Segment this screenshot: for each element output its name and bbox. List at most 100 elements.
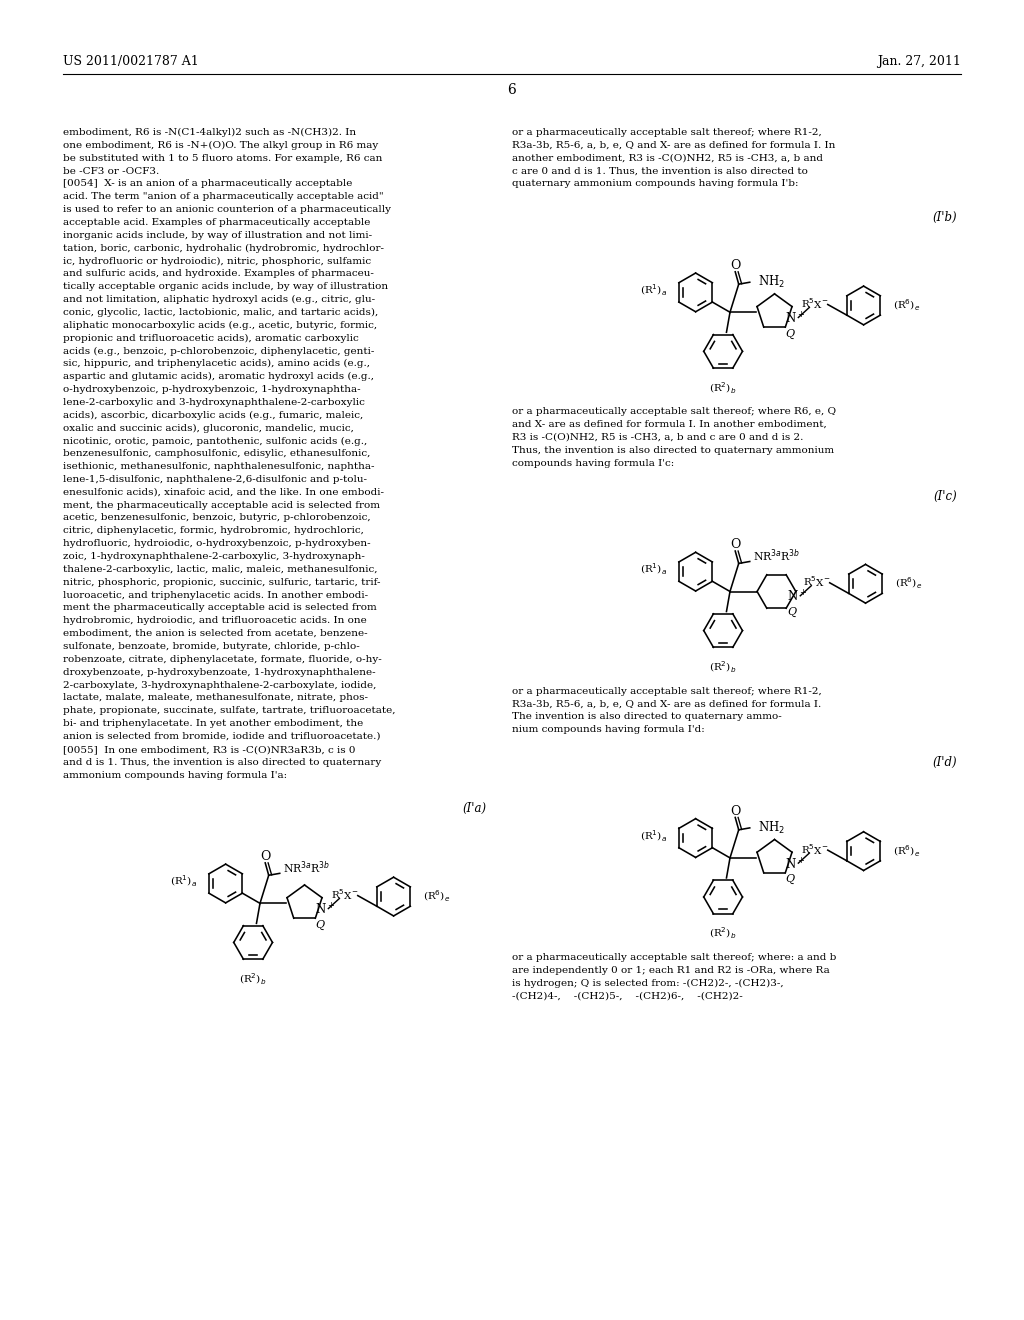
- Text: O: O: [730, 539, 740, 552]
- Text: acceptable acid. Examples of pharmaceutically acceptable: acceptable acid. Examples of pharmaceuti…: [63, 218, 371, 227]
- Text: and d is 1. Thus, the invention is also directed to quaternary: and d is 1. Thus, the invention is also …: [63, 758, 381, 767]
- Text: nicotinic, orotic, pamoic, pantothenic, sulfonic acids (e.g.,: nicotinic, orotic, pamoic, pantothenic, …: [63, 437, 368, 446]
- Text: droxybenzoate, p-hydroxybenzoate, 1-hydroxynaphthalene-: droxybenzoate, p-hydroxybenzoate, 1-hydr…: [63, 668, 376, 677]
- Text: lene-2-carboxylic and 3-hydroxynaphthalene-2-carboxylic: lene-2-carboxylic and 3-hydroxynaphthale…: [63, 397, 365, 407]
- Text: sulfonate, benzoate, bromide, butyrate, chloride, p-chlo-: sulfonate, benzoate, bromide, butyrate, …: [63, 642, 359, 651]
- Text: citric, diphenylacetic, formic, hydrobromic, hydrochloric,: citric, diphenylacetic, formic, hydrobro…: [63, 527, 364, 536]
- Text: tically acceptable organic acids include, by way of illustration: tically acceptable organic acids include…: [63, 282, 388, 292]
- Text: N$^+$: N$^+$: [786, 590, 807, 605]
- Text: compounds having formula I'c:: compounds having formula I'c:: [512, 458, 674, 467]
- Text: X$^-$: X$^-$: [815, 577, 831, 589]
- Text: (R$^6$)$_e$: (R$^6$)$_e$: [423, 888, 450, 904]
- Text: X$^-$: X$^-$: [343, 890, 359, 902]
- Text: O: O: [730, 805, 740, 817]
- Text: and not limitation, aliphatic hydroxyl acids (e.g., citric, glu-: and not limitation, aliphatic hydroxyl a…: [63, 296, 375, 304]
- Text: Thus, the invention is also directed to quaternary ammonium: Thus, the invention is also directed to …: [512, 446, 835, 455]
- Text: acid. The term "anion of a pharmaceutically acceptable acid": acid. The term "anion of a pharmaceutica…: [63, 193, 384, 201]
- Text: another embodiment, R3 is -C(O)NH2, R5 is -CH3, a, b and: another embodiment, R3 is -C(O)NH2, R5 i…: [512, 153, 823, 162]
- Text: O: O: [260, 850, 270, 863]
- Text: O: O: [730, 259, 740, 272]
- Text: robenzoate, citrate, diphenylacetate, formate, fluoride, o-hy-: robenzoate, citrate, diphenylacetate, fo…: [63, 655, 382, 664]
- Text: (I'c): (I'c): [933, 490, 957, 503]
- Text: nitric, phosphoric, propionic, succinic, sulfuric, tartaric, trif-: nitric, phosphoric, propionic, succinic,…: [63, 578, 381, 587]
- Text: sic, hippuric, and triphenylacetic acids), amino acids (e.g.,: sic, hippuric, and triphenylacetic acids…: [63, 359, 370, 368]
- Text: oxalic and succinic acids), glucoronic, mandelic, mucic,: oxalic and succinic acids), glucoronic, …: [63, 424, 354, 433]
- Text: NH$_2$: NH$_2$: [759, 820, 785, 836]
- Text: 2-carboxylate, 3-hydroxynaphthalene-2-carboxylate, iodide,: 2-carboxylate, 3-hydroxynaphthalene-2-ca…: [63, 681, 377, 689]
- Text: (R$^6$)$_e$: (R$^6$)$_e$: [893, 298, 920, 313]
- Text: enesulfonic acids), xinafoic acid, and the like. In one embodi-: enesulfonic acids), xinafoic acid, and t…: [63, 488, 384, 496]
- Text: N$^+$: N$^+$: [784, 857, 805, 873]
- Text: is used to refer to an anionic counterion of a pharmaceutically: is used to refer to an anionic counterio…: [63, 205, 391, 214]
- Text: (R$^6$)$_e$: (R$^6$)$_e$: [895, 576, 922, 591]
- Text: embodiment, the anion is selected from acetate, benzene-: embodiment, the anion is selected from a…: [63, 630, 368, 638]
- Text: ment the pharmaceutically acceptable acid is selected from: ment the pharmaceutically acceptable aci…: [63, 603, 377, 612]
- Text: acids), ascorbic, dicarboxylic acids (e.g., fumaric, maleic,: acids), ascorbic, dicarboxylic acids (e.…: [63, 411, 364, 420]
- Text: (I'a): (I'a): [463, 801, 487, 814]
- Text: R$^5$: R$^5$: [801, 296, 815, 310]
- Text: ment, the pharmaceutically acceptable acid is selected from: ment, the pharmaceutically acceptable ac…: [63, 500, 380, 510]
- Text: R3 is -C(O)NH2, R5 is -CH3, a, b and c are 0 and d is 2.: R3 is -C(O)NH2, R5 is -CH3, a, b and c a…: [512, 433, 804, 442]
- Text: nium compounds having formula I'd:: nium compounds having formula I'd:: [512, 725, 705, 734]
- Text: X$^-$: X$^-$: [813, 300, 829, 310]
- Text: Q: Q: [787, 607, 797, 616]
- Text: anion is selected from bromide, iodide and trifluoroacetate.): anion is selected from bromide, iodide a…: [63, 733, 381, 741]
- Text: R$^5$: R$^5$: [801, 842, 815, 855]
- Text: zoic, 1-hydroxynaphthalene-2-carboxylic, 3-hydroxynaph-: zoic, 1-hydroxynaphthalene-2-carboxylic,…: [63, 552, 365, 561]
- Text: US 2011/0021787 A1: US 2011/0021787 A1: [63, 55, 199, 69]
- Text: hydrobromic, hydroiodic, and trifluoroacetic acids. In one: hydrobromic, hydroiodic, and trifluoroac…: [63, 616, 367, 626]
- Text: or a pharmaceutically acceptable salt thereof; where: a and b: or a pharmaceutically acceptable salt th…: [512, 953, 837, 962]
- Text: be substituted with 1 to 5 fluoro atoms. For example, R6 can: be substituted with 1 to 5 fluoro atoms.…: [63, 153, 382, 162]
- Text: propionic and trifluoroacetic acids), aromatic carboxylic: propionic and trifluoroacetic acids), ar…: [63, 334, 358, 343]
- Text: tation, boric, carbonic, hydrohalic (hydrobromic, hydrochlor-: tation, boric, carbonic, hydrohalic (hyd…: [63, 244, 384, 252]
- Text: Jan. 27, 2011: Jan. 27, 2011: [878, 55, 961, 69]
- Text: or a pharmaceutically acceptable salt thereof; where R1-2,: or a pharmaceutically acceptable salt th…: [512, 686, 821, 696]
- Text: or a pharmaceutically acceptable salt thereof; where R6, e, Q: or a pharmaceutically acceptable salt th…: [512, 408, 837, 416]
- Text: inorganic acids include, by way of illustration and not limi-: inorganic acids include, by way of illus…: [63, 231, 372, 240]
- Text: acetic, benzenesulfonic, benzoic, butyric, p-chlorobenzoic,: acetic, benzenesulfonic, benzoic, butyri…: [63, 513, 371, 523]
- Text: embodiment, R6 is -N(C1-4alkyl)2 such as -N(CH3)2. In: embodiment, R6 is -N(C1-4alkyl)2 such as…: [63, 128, 356, 137]
- Text: (I'b): (I'b): [933, 211, 957, 224]
- Text: (R$^1$)$_a$: (R$^1$)$_a$: [640, 562, 667, 577]
- Text: (R$^1$)$_a$: (R$^1$)$_a$: [170, 874, 197, 890]
- Text: are independently 0 or 1; each R1 and R2 is -ORa, where Ra: are independently 0 or 1; each R1 and R2…: [512, 966, 829, 974]
- Text: Q: Q: [785, 329, 795, 339]
- Text: o-hydroxybenzoic, p-hydroxybenzoic, 1-hydroxynaphtha-: o-hydroxybenzoic, p-hydroxybenzoic, 1-hy…: [63, 385, 360, 393]
- Text: (R$^2$)$_b$: (R$^2$)$_b$: [710, 380, 736, 396]
- Text: thalene-2-carboxylic, lactic, malic, maleic, methanesulfonic,: thalene-2-carboxylic, lactic, malic, mal…: [63, 565, 378, 574]
- Text: (R$^1$)$_a$: (R$^1$)$_a$: [640, 829, 667, 843]
- Text: acids (e.g., benzoic, p-chlorobenzoic, diphenylacetic, genti-: acids (e.g., benzoic, p-chlorobenzoic, d…: [63, 346, 375, 355]
- Text: X$^-$: X$^-$: [813, 845, 829, 855]
- Text: R$^5$: R$^5$: [803, 574, 817, 589]
- Text: phate, propionate, succinate, sulfate, tartrate, trifluoroacetate,: phate, propionate, succinate, sulfate, t…: [63, 706, 395, 715]
- Text: N$^+$: N$^+$: [314, 903, 335, 917]
- Text: be -CF3 or -OCF3.: be -CF3 or -OCF3.: [63, 166, 160, 176]
- Text: Q: Q: [785, 874, 795, 884]
- Text: Q: Q: [315, 920, 325, 929]
- Text: hydrofluoric, hydroiodic, o-hydroxybenzoic, p-hydroxyben-: hydrofluoric, hydroiodic, o-hydroxybenzo…: [63, 539, 371, 548]
- Text: lactate, malate, maleate, methanesulfonate, nitrate, phos-: lactate, malate, maleate, methanesulfona…: [63, 693, 368, 702]
- Text: or a pharmaceutically acceptable salt thereof; where R1-2,: or a pharmaceutically acceptable salt th…: [512, 128, 821, 137]
- Text: quaternary ammonium compounds having formula I'b:: quaternary ammonium compounds having for…: [512, 180, 799, 189]
- Text: lene-1,5-disulfonic, naphthalene-2,6-disulfonic and p-tolu-: lene-1,5-disulfonic, naphthalene-2,6-dis…: [63, 475, 367, 484]
- Text: R3a-3b, R5-6, a, b, e, Q and X- are as defined for formula I. In: R3a-3b, R5-6, a, b, e, Q and X- are as d…: [512, 141, 836, 150]
- Text: aspartic and glutamic acids), aromatic hydroxyl acids (e.g.,: aspartic and glutamic acids), aromatic h…: [63, 372, 374, 381]
- Text: isethionic, methanesulfonic, naphthalenesulfonic, naphtha-: isethionic, methanesulfonic, naphthalene…: [63, 462, 375, 471]
- Text: (R$^2$)$_b$: (R$^2$)$_b$: [710, 660, 736, 675]
- Text: (R$^2$)$_b$: (R$^2$)$_b$: [710, 927, 736, 941]
- Text: [0055]  In one embodiment, R3 is -C(O)NR3aR3b, c is 0: [0055] In one embodiment, R3 is -C(O)NR3…: [63, 744, 355, 754]
- Text: luoroacetic, and triphenylacetic acids. In another embodi-: luoroacetic, and triphenylacetic acids. …: [63, 590, 368, 599]
- Text: conic, glycolic, lactic, lactobionic, malic, and tartaric acids),: conic, glycolic, lactic, lactobionic, ma…: [63, 308, 378, 317]
- Text: N$^+$: N$^+$: [784, 312, 805, 326]
- Text: [0054]  X- is an anion of a pharmaceutically acceptable: [0054] X- is an anion of a pharmaceutica…: [63, 180, 352, 189]
- Text: one embodiment, R6 is -N+(O)O. The alkyl group in R6 may: one embodiment, R6 is -N+(O)O. The alkyl…: [63, 141, 378, 150]
- Text: (I'd): (I'd): [933, 756, 957, 770]
- Text: (R$^2$)$_b$: (R$^2$)$_b$: [240, 972, 267, 987]
- Text: (R$^1$)$_a$: (R$^1$)$_a$: [640, 282, 667, 298]
- Text: and X- are as defined for formula I. In another embodiment,: and X- are as defined for formula I. In …: [512, 420, 826, 429]
- Text: (R$^6$)$_e$: (R$^6$)$_e$: [893, 843, 920, 859]
- Text: ammonium compounds having formula I'a:: ammonium compounds having formula I'a:: [63, 771, 287, 780]
- Text: c are 0 and d is 1. Thus, the invention is also directed to: c are 0 and d is 1. Thus, the invention …: [512, 166, 808, 176]
- Text: is hydrogen; Q is selected from: -(CH2)2-, -(CH2)3-,: is hydrogen; Q is selected from: -(CH2)2…: [512, 978, 783, 987]
- Text: NR$^{3a}$R$^{3b}$: NR$^{3a}$R$^{3b}$: [283, 859, 330, 876]
